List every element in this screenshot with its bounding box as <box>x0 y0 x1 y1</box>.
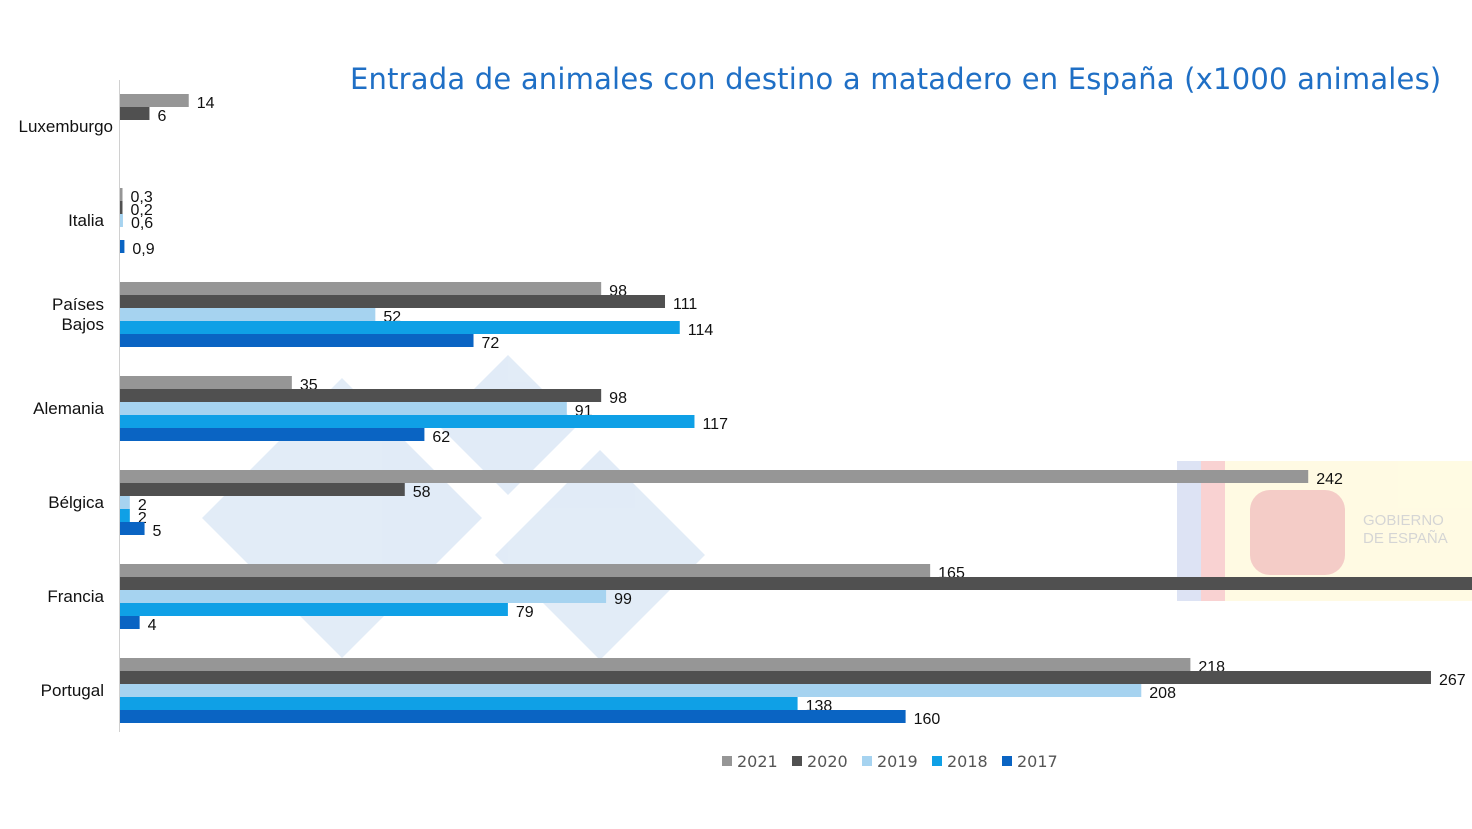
category-label-line: Portugal <box>41 681 104 700</box>
legend-label: 2018 <box>947 752 988 771</box>
bar-2018 <box>120 603 508 616</box>
category-label: Luxemburgo <box>18 117 113 136</box>
bar-2017 <box>120 240 125 253</box>
legend-item-2021: 2021 <box>722 752 778 771</box>
bar-2019 <box>120 590 607 603</box>
bar-2020 <box>120 671 1431 684</box>
legend-item-2020: 2020 <box>792 752 848 771</box>
data-label-2017: 62 <box>432 429 450 446</box>
data-label-2017: 5 <box>153 523 162 540</box>
bar-2019 <box>120 214 123 227</box>
legend-label: 2020 <box>807 752 848 771</box>
category-label-line: Bélgica <box>48 493 104 512</box>
data-label-2017: 160 <box>914 711 941 728</box>
legend-item-2018: 2018 <box>932 752 988 771</box>
category-label-line: Luxemburgo <box>18 117 113 136</box>
category-label-line: Francia <box>47 587 104 606</box>
category-label-line: Países <box>52 295 104 314</box>
legend-label: 2017 <box>1017 752 1058 771</box>
category-label: Italia <box>68 211 104 230</box>
bar-2018 <box>120 509 130 522</box>
legend-item-2019: 2019 <box>862 752 918 771</box>
data-label-2021: 242 <box>1316 471 1343 488</box>
bar-2018 <box>120 697 798 710</box>
data-label-2021: 14 <box>197 95 215 112</box>
data-label-2019: 208 <box>1149 685 1176 702</box>
bar-2017 <box>120 522 145 535</box>
chart-title: Entrada de animales con destino a matade… <box>350 62 1442 96</box>
data-label-2019: 99 <box>614 591 632 608</box>
bar-2019 <box>120 684 1142 697</box>
bar-2021 <box>120 94 189 107</box>
category-label-line: Bajos <box>61 315 104 334</box>
legend-swatch <box>792 756 802 766</box>
legend-swatch <box>862 756 872 766</box>
legend-label: 2019 <box>877 752 918 771</box>
bar-2017 <box>120 710 906 723</box>
category-label-line: Alemania <box>33 399 104 418</box>
bar-2019 <box>120 496 130 509</box>
bar-2018 <box>120 415 695 428</box>
data-label-2020: 0,2 <box>131 202 153 219</box>
data-label-2017: 4 <box>148 617 157 634</box>
category-label: Francia <box>47 587 104 606</box>
bar-2017 <box>120 334 474 347</box>
legend-swatch <box>722 756 732 766</box>
data-label-2021: 0,3 <box>131 189 153 206</box>
legend-label: 2021 <box>737 752 778 771</box>
data-label-2020: 6 <box>157 108 166 125</box>
data-label-2018: 2 <box>138 510 147 527</box>
bar-2020 <box>120 577 1472 590</box>
data-label-2018: 114 <box>688 322 714 339</box>
bar-2018 <box>120 321 680 334</box>
category-label: Portugal <box>41 681 104 700</box>
category-label: Países Bajos <box>52 295 104 334</box>
legend-swatch <box>1002 756 1012 766</box>
data-label-2017: 0,9 <box>132 241 154 258</box>
data-label-2020: 98 <box>609 390 627 407</box>
bar-2020 <box>120 295 666 308</box>
bar-2019 <box>120 402 567 415</box>
bar-2021 <box>120 188 123 201</box>
bar-2017 <box>120 616 140 629</box>
bar-2020 <box>120 389 602 402</box>
bar-2021 <box>120 470 1309 483</box>
coat-of-arms <box>1250 490 1345 575</box>
category-label: Bélgica <box>48 493 104 512</box>
category-label-line: Italia <box>68 211 104 230</box>
bar-2017 <box>120 428 425 441</box>
watermark-diamond <box>495 450 705 660</box>
category-label: Alemania <box>33 399 104 418</box>
data-label-2018: 79 <box>516 604 534 621</box>
logo-text: GOBIERNO <box>1363 512 1444 529</box>
bar-2020 <box>120 201 123 214</box>
data-label-2020: 58 <box>413 484 431 501</box>
data-label-2019: 2 <box>138 497 147 514</box>
bar-2019 <box>120 308 376 321</box>
bar-2020 <box>120 107 150 120</box>
bar-2021 <box>120 564 931 577</box>
bar-2021 <box>120 376 292 389</box>
legend-item-2017: 2017 <box>1002 752 1058 771</box>
data-label-2018: 117 <box>702 416 728 433</box>
legend-swatch <box>932 756 942 766</box>
data-label-2020: 111 <box>673 296 697 313</box>
bar-2021 <box>120 658 1191 671</box>
bar-2020 <box>120 483 405 496</box>
bar-2021 <box>120 282 602 295</box>
data-label-2017: 72 <box>482 335 500 352</box>
data-label-2019: 0,6 <box>131 215 153 232</box>
logo-text: DE ESPAÑA <box>1363 530 1448 547</box>
data-label-2020: 267 <box>1439 672 1466 689</box>
